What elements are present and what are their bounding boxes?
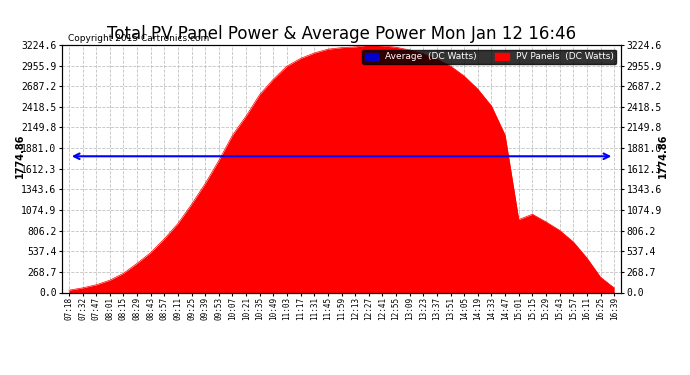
Text: Copyright 2015 Cartronics.com: Copyright 2015 Cartronics.com: [68, 33, 209, 42]
Text: 1774.86: 1774.86: [658, 134, 668, 178]
Text: 1774.86: 1774.86: [15, 134, 25, 178]
Title: Total PV Panel Power & Average Power Mon Jan 12 16:46: Total PV Panel Power & Average Power Mon…: [107, 26, 576, 44]
Legend: Average  (DC Watts), PV Panels  (DC Watts): Average (DC Watts), PV Panels (DC Watts): [362, 50, 616, 64]
